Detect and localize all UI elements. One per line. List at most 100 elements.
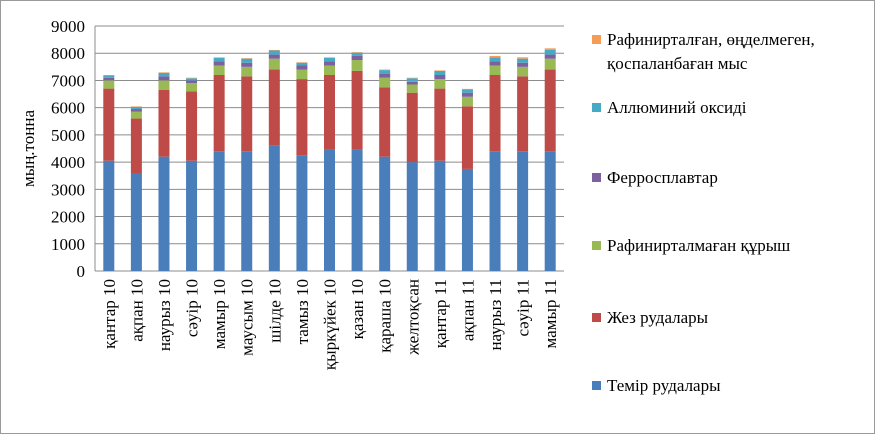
bar-segment (213, 57, 225, 62)
bar-segment (461, 89, 473, 93)
bar-segment (158, 72, 170, 73)
bar-segment (379, 87, 391, 157)
bar-segment (103, 160, 115, 271)
bar-segment (130, 109, 142, 112)
bar-segment (379, 156, 391, 271)
bar-segment (351, 52, 363, 53)
bar-segment (296, 62, 308, 66)
bar-segment (158, 80, 170, 90)
bar-segment (517, 66, 529, 77)
bar-segment (296, 79, 308, 156)
bar-segment (406, 92, 418, 163)
bar-segment (186, 80, 198, 84)
bar-segment (379, 70, 391, 74)
bar-segment (517, 151, 529, 271)
legend-label: Рафинирталмаған құрыш (607, 236, 790, 255)
legend-label: Рафинирталған, өңделмеген, қоспаланбаған … (607, 30, 815, 73)
bar-segment (241, 62, 253, 67)
bar-segment (517, 58, 529, 63)
bar-segment (158, 76, 170, 81)
x-tick-label: ақпан 10 (127, 279, 146, 342)
legend-label: Ферросплавтар (607, 168, 718, 187)
x-tick-label: маусым 10 (238, 279, 257, 356)
bar-segment (324, 57, 335, 58)
x-tick-label: ақпан 11 (458, 279, 477, 341)
bar-segment (489, 61, 501, 66)
x-tick-label: наурыз 11 (486, 279, 505, 351)
bar-segment (406, 77, 418, 79)
legend-swatch (592, 241, 601, 250)
bar-segment (213, 61, 225, 66)
bar-segment (351, 55, 363, 61)
bar-segment (130, 173, 142, 271)
bar-segment (489, 57, 501, 62)
y-axis-label: мың.тонна (19, 110, 38, 187)
bar-segment (517, 76, 529, 152)
bar-segment (213, 57, 225, 58)
bar-segment (268, 69, 280, 146)
bar-segment (544, 48, 556, 50)
legend-label: Жез рудалары (607, 308, 709, 327)
x-tick-label: қантар 11 (431, 279, 450, 348)
bar-segment (268, 58, 280, 70)
x-tick-label: сәуір 11 (514, 279, 533, 336)
bar-segment (324, 61, 335, 66)
bar-segment (544, 49, 556, 55)
bar-segment (406, 81, 418, 85)
bar-segment (213, 65, 225, 75)
legend-swatch (592, 35, 601, 44)
bar-segment (434, 70, 446, 71)
bar-segment (544, 69, 556, 152)
x-tick-label: қазан 10 (348, 279, 367, 339)
y-tick-label: 3000 (51, 180, 85, 199)
bar-segment (461, 168, 473, 271)
bar-segment (461, 92, 473, 97)
bar-segment (241, 58, 253, 59)
bar-segment (241, 151, 253, 271)
bar-segment (103, 77, 115, 81)
bar-segment (241, 66, 253, 77)
bar-segment (268, 54, 280, 59)
bar-segment (324, 149, 335, 271)
bar-segment (241, 58, 253, 63)
x-tick-label: қантар 10 (100, 279, 119, 349)
y-tick-label: 7000 (51, 71, 85, 90)
bar-segment (434, 160, 446, 271)
bar-segment (213, 151, 225, 271)
bar-segment (461, 88, 473, 90)
bar-segment (130, 106, 142, 107)
bar-segment (268, 145, 280, 271)
bar-segment (213, 75, 225, 152)
legend-label: Темір рудалары (607, 376, 721, 395)
y-tick-label: 4000 (51, 153, 85, 172)
bar-segment (268, 50, 280, 55)
legend-swatch (592, 103, 601, 112)
bar-segment (103, 80, 115, 89)
bar-segment (296, 155, 308, 271)
bar-segment (406, 84, 418, 93)
x-tick-label: мамыр 10 (210, 279, 229, 349)
x-tick-label: қараша 10 (376, 279, 395, 353)
bar-segment (103, 75, 115, 78)
bar-segment (379, 77, 391, 88)
y-tick-label: 2000 (51, 208, 85, 227)
bar-segment (434, 79, 446, 89)
bar-segment (351, 70, 363, 150)
bar-segment (351, 60, 363, 71)
bar-segment (489, 75, 501, 152)
y-tick-labels: 0 1000 2000 3000 4000 5000 6000 7000 8000 9000 (51, 17, 85, 281)
x-tick-label: сәуір 10 (183, 279, 202, 337)
bar-segment (130, 111, 142, 119)
bar-segment (186, 83, 198, 92)
bar-segment (434, 75, 446, 80)
bar-segment (379, 73, 391, 78)
legend: Рафинирталған, өңделмеген, қоспаланбаған … (592, 30, 815, 395)
y-tick-label: 6000 (51, 99, 85, 118)
bar-segment (158, 72, 170, 77)
bar-segment (489, 65, 501, 75)
bar-segment (544, 54, 556, 59)
y-tick-label: 8000 (51, 44, 85, 63)
bar-segment (186, 78, 198, 81)
bar-segment (544, 151, 556, 271)
